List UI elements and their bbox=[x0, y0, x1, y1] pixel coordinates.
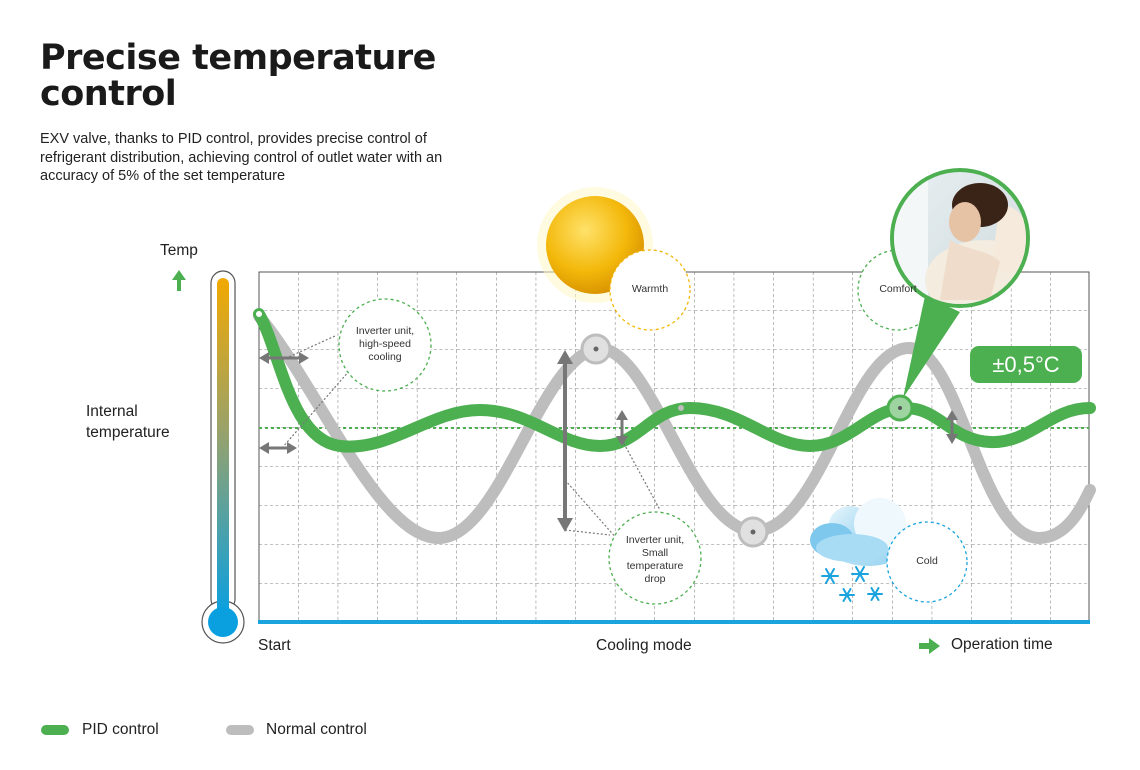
callout-cold-text: Cold bbox=[916, 555, 938, 567]
internal-temperature-label: Internal temperature bbox=[86, 403, 170, 441]
peak-marker bbox=[580, 333, 612, 365]
legend-normal-label: Normal control bbox=[266, 721, 367, 738]
x-middle-label: Cooling mode bbox=[596, 637, 692, 654]
callout-inverter-high-speed-text: Inverter unit, high-speed cooling bbox=[355, 325, 415, 363]
vertical-arrow-large bbox=[557, 350, 573, 532]
callout-inverter-small-drop bbox=[608, 511, 702, 605]
snowflake-icon bbox=[821, 566, 883, 602]
legend-pid-label: PID control bbox=[82, 721, 159, 738]
x-end-label: Operation time bbox=[951, 636, 1053, 653]
horizontal-arrow-top bbox=[259, 352, 309, 364]
description: EXV valve, thanks to PID control, provid… bbox=[40, 131, 443, 184]
legend-pid-swatch bbox=[41, 725, 69, 735]
callout-warmth-text: Warmth bbox=[631, 283, 669, 295]
thermometer-icon bbox=[201, 270, 245, 644]
trough-marker bbox=[737, 516, 769, 548]
person-comfort-icon bbox=[890, 168, 1030, 398]
leader-lines bbox=[281, 335, 661, 541]
x-start-label: Start bbox=[258, 637, 291, 654]
callout-cold bbox=[886, 521, 968, 603]
normal-control-curve bbox=[253, 310, 1096, 545]
callout-warmth bbox=[609, 249, 691, 331]
up-arrow-icon bbox=[172, 270, 186, 291]
horizontal-arrow-bottom bbox=[259, 442, 297, 454]
start-marker bbox=[254, 309, 264, 319]
callout-inverter-small-drop-text: Inverter unit, Small temperature drop bbox=[625, 534, 685, 585]
page-title: Precise temperature control bbox=[40, 38, 436, 114]
vertical-arrow-right bbox=[946, 410, 958, 444]
pid-dot bbox=[678, 405, 684, 411]
accuracy-badge: ±0,5°C bbox=[970, 346, 1082, 383]
legend-normal-swatch bbox=[226, 725, 254, 735]
y-axis-label: Temp bbox=[160, 242, 198, 259]
pid-marker bbox=[886, 394, 914, 422]
right-arrow-icon bbox=[919, 638, 940, 654]
callout-inverter-high-speed bbox=[338, 298, 432, 392]
callout-comfort-text: Comfort bbox=[879, 283, 917, 295]
